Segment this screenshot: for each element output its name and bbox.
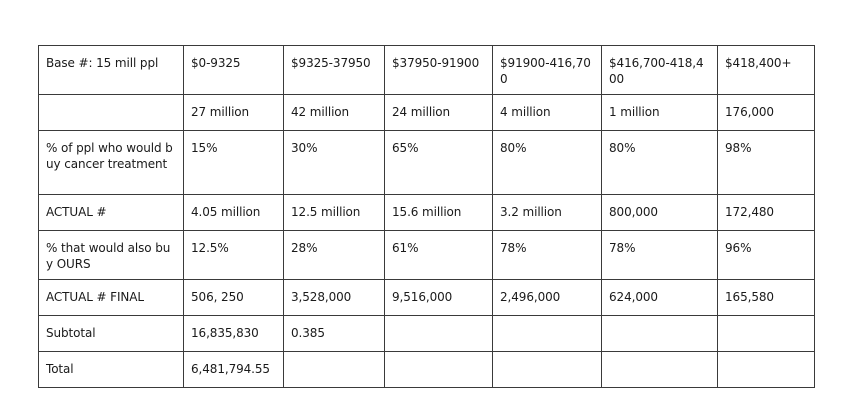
table-cell: 3,528,000 (283, 279, 385, 316)
table-cell: $9325-37950 (283, 45, 385, 95)
table-cell: 80% (601, 130, 718, 195)
table-cell: ACTUAL # FINAL (38, 279, 184, 316)
table-cell: 800,000 (601, 194, 718, 231)
table-cell (384, 351, 493, 388)
table-cell: 624,000 (601, 279, 718, 316)
table-cell: Base #: 15 mill ppl (38, 45, 184, 95)
table-row-income-brackets: Base #: 15 mill ppl $0-9325 $9325-37950 … (38, 45, 815, 95)
table-cell: 4.05 million (183, 194, 284, 231)
table-row-total: Total 6,481,794.55 (38, 351, 815, 388)
table-cell: 1 million (601, 94, 718, 131)
table-cell: 15% (183, 130, 284, 195)
table-cell (384, 315, 493, 352)
table-cell: 0.385 (283, 315, 385, 352)
table-row-buy-ours-pct: % that would also buy OURS 12.5% 28% 61%… (38, 230, 815, 280)
table-cell: 3.2 million (492, 194, 602, 231)
table-row-buy-treatment-pct: % of ppl who would buy cancer treatment … (38, 130, 815, 195)
table-cell (717, 351, 815, 388)
table-cell: $37950-91900 (384, 45, 493, 95)
table-cell: 30% (283, 130, 385, 195)
table-cell: 24 million (384, 94, 493, 131)
table-cell (283, 351, 385, 388)
table-cell: 9,516,000 (384, 279, 493, 316)
table-cell: 16,835,830 (183, 315, 284, 352)
table-row-population: 27 million 42 million 24 million 4 milli… (38, 94, 815, 131)
table-cell: % of ppl who would buy cancer treatment (38, 130, 184, 195)
table-cell: 506, 250 (183, 279, 284, 316)
table-cell: 2,496,000 (492, 279, 602, 316)
table-cell: 172,480 (717, 194, 815, 231)
table-row-subtotal: Subtotal 16,835,830 0.385 (38, 315, 815, 352)
table-cell (717, 315, 815, 352)
data-table: Base #: 15 mill ppl $0-9325 $9325-37950 … (38, 45, 815, 388)
table-cell: $416,700-418,400 (601, 45, 718, 95)
table-cell (601, 351, 718, 388)
table-cell: 42 million (283, 94, 385, 131)
table-cell: 61% (384, 230, 493, 280)
table-cell: 12.5% (183, 230, 284, 280)
table-cell: 78% (601, 230, 718, 280)
table-cell: 12.5 million (283, 194, 385, 231)
table-cell: 27 million (183, 94, 284, 131)
table-cell (492, 351, 602, 388)
table-cell: 78% (492, 230, 602, 280)
table-cell: 96% (717, 230, 815, 280)
table-cell: 176,000 (717, 94, 815, 131)
table-cell: ACTUAL # (38, 194, 184, 231)
table-cell (38, 94, 184, 131)
table-row-actual-final: ACTUAL # FINAL 506, 250 3,528,000 9,516,… (38, 279, 815, 316)
table-cell: 4 million (492, 94, 602, 131)
table-cell (601, 315, 718, 352)
table-cell: % that would also buy OURS (38, 230, 184, 280)
table-cell: 80% (492, 130, 602, 195)
table-row-actual: ACTUAL # 4.05 million 12.5 million 15.6 … (38, 194, 815, 231)
table-cell: 15.6 million (384, 194, 493, 231)
table-cell (492, 315, 602, 352)
table-cell: 98% (717, 130, 815, 195)
table-cell: Total (38, 351, 184, 388)
table-cell: 165,580 (717, 279, 815, 316)
table-cell: $0-9325 (183, 45, 284, 95)
table-cell: Subtotal (38, 315, 184, 352)
table-cell: 6,481,794.55 (183, 351, 284, 388)
table-cell: $418,400+ (717, 45, 815, 95)
document-page: Base #: 15 mill ppl $0-9325 $9325-37950 … (38, 45, 815, 388)
table-cell: 65% (384, 130, 493, 195)
table-cell: 28% (283, 230, 385, 280)
table-cell: $91900-416,700 (492, 45, 602, 95)
